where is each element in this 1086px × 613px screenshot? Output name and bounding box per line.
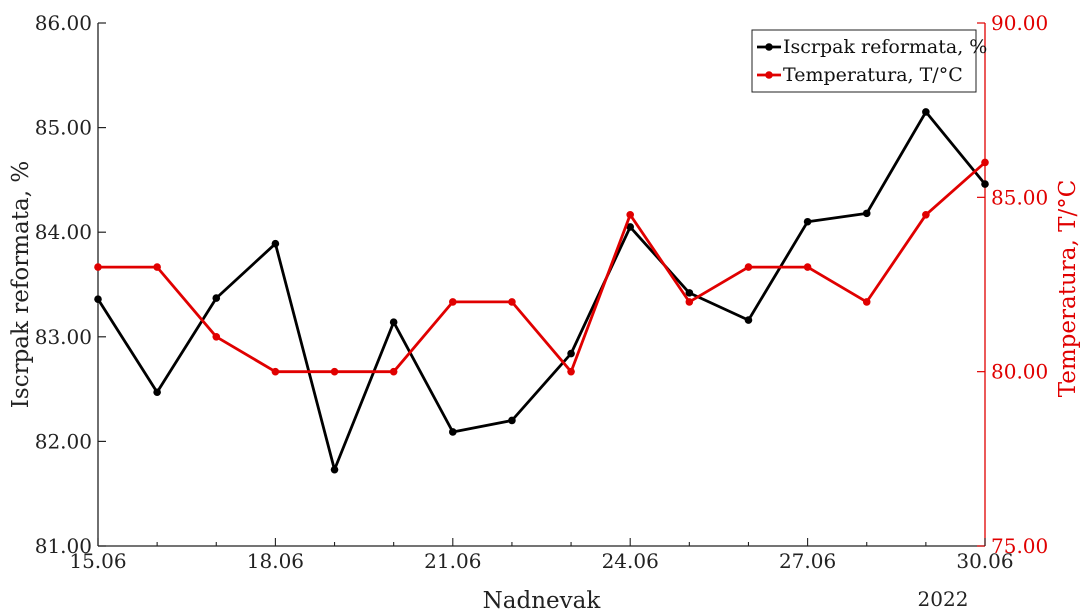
left-axis-title: Iscrpak reformata, % — [8, 161, 34, 408]
data-point-temperatura — [922, 210, 930, 219]
legend-box — [751, 29, 977, 93]
data-point-iscrpak — [449, 428, 457, 436]
series-line-iscrpak — [96, 110, 987, 472]
legend: Iscrpak reformata, % Temperatura, T/°C — [751, 29, 987, 93]
data-point-iscrpak — [153, 388, 161, 397]
x-tick-label: 24.06 — [602, 549, 659, 573]
right-axis-title: Temperatura, T/°C — [1055, 180, 1081, 398]
data-point-iscrpak — [922, 108, 930, 116]
data-point-iscrpak — [567, 349, 575, 358]
data-point-temperatura — [449, 298, 457, 306]
plot-frame — [97, 23, 986, 547]
data-point-temperatura — [389, 367, 398, 376]
data-point-iscrpak — [330, 465, 339, 474]
x-axis-title: Nadnevak — [483, 588, 602, 613]
data-point-iscrpak — [212, 294, 221, 302]
data-point-iscrpak — [981, 180, 989, 188]
data-point-temperatura — [212, 333, 221, 341]
left-tick-label: 86.00 — [35, 11, 92, 35]
data-point-temperatura — [981, 158, 989, 167]
x-axis-year-label: 2022 — [918, 587, 969, 611]
data-point-temperatura — [153, 263, 161, 271]
data-point-temperatura — [685, 298, 694, 306]
data-point-temperatura — [803, 263, 812, 271]
legend-entry-temperatura: Temperatura, T/°C — [783, 64, 963, 86]
legend-swatch-marker-iscrpak — [765, 43, 773, 51]
data-point-iscrpak — [508, 416, 516, 425]
data-point-temperatura — [271, 367, 280, 376]
data-point-temperatura — [508, 298, 516, 306]
data-point-iscrpak — [94, 295, 102, 303]
x-tick-label: 30.06 — [956, 549, 1013, 573]
left-tick-label: 83.00 — [35, 325, 92, 349]
x-tick-label: 21.06 — [424, 549, 481, 573]
data-point-iscrpak — [389, 318, 398, 326]
data-point-temperatura — [330, 367, 339, 376]
data-point-temperatura — [567, 367, 575, 376]
series-line-temperatura — [98, 161, 986, 374]
left-tick-label: 81.00 — [35, 534, 92, 558]
data-point-iscrpak — [685, 289, 694, 297]
right-axis-ticks: 75.00 80.00 85.00 90.00 — [977, 11, 1048, 558]
legend-entry-iscrpak: Iscrpak reformata, % — [783, 36, 987, 58]
data-point-iscrpak — [803, 217, 812, 226]
data-point-temperatura — [94, 263, 102, 271]
right-tick-label: 75.00 — [991, 534, 1048, 558]
legend-swatch-marker-temperatura — [765, 71, 773, 79]
left-tick-label: 85.00 — [35, 116, 92, 140]
left-tick-label: 82.00 — [35, 429, 92, 453]
right-tick-label: 80.00 — [991, 360, 1048, 384]
data-point-iscrpak — [271, 239, 280, 248]
x-tick-label: 27.06 — [779, 549, 836, 573]
data-point-temperatura — [626, 210, 634, 219]
right-tick-label: 85.00 — [991, 185, 1048, 209]
data-point-temperatura — [744, 263, 753, 271]
data-point-iscrpak — [744, 316, 753, 324]
x-axis-ticks: 15.06 18.06 21.06 24.06 27.06 30.06 — [69, 538, 1014, 573]
x-tick-label: 18.06 — [247, 549, 304, 573]
right-tick-label: 90.00 — [991, 11, 1048, 35]
data-point-temperatura — [862, 298, 871, 306]
series-layer — [94, 108, 989, 474]
data-point-iscrpak — [626, 223, 634, 231]
x-tick-label: 15.06 — [69, 549, 126, 573]
data-point-iscrpak — [862, 209, 871, 218]
left-tick-label: 84.00 — [35, 220, 92, 244]
left-axis-ticks: 81.00 82.00 83.00 84.00 85.00 86.00 — [35, 11, 106, 558]
